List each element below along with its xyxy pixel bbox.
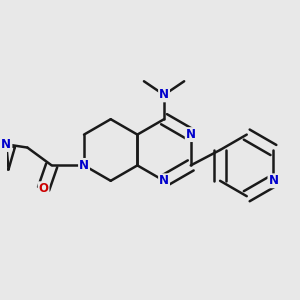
Text: N: N xyxy=(186,128,196,141)
Text: N: N xyxy=(268,174,278,187)
Text: N: N xyxy=(159,174,169,187)
Text: N: N xyxy=(1,138,11,151)
Text: O: O xyxy=(39,182,49,195)
Text: N: N xyxy=(79,159,89,172)
Text: N: N xyxy=(1,138,11,151)
Text: N: N xyxy=(159,88,169,101)
